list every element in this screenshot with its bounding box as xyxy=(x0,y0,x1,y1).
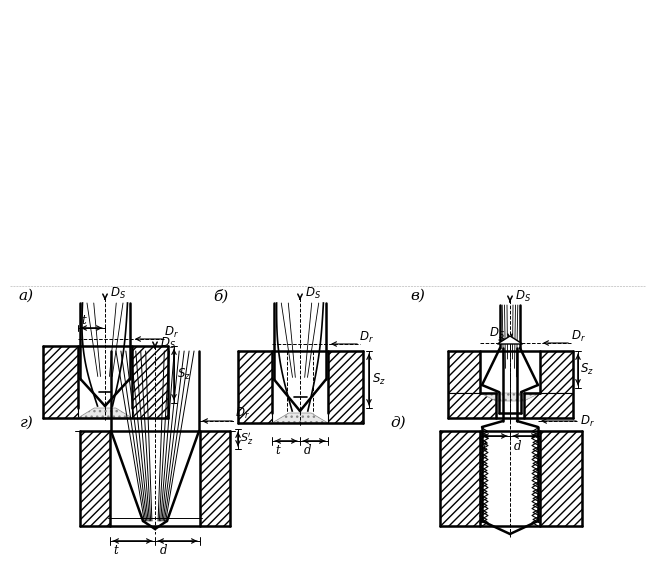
Text: $S_z$: $S_z$ xyxy=(580,362,594,377)
Text: г): г) xyxy=(20,416,34,430)
Polygon shape xyxy=(238,351,272,423)
Text: t: t xyxy=(81,314,86,327)
Polygon shape xyxy=(540,431,582,526)
Text: $D_S$: $D_S$ xyxy=(515,288,531,304)
Text: $S_z$: $S_z$ xyxy=(177,367,191,382)
Text: $D_S$: $D_S$ xyxy=(305,286,321,301)
Text: $D_S$: $D_S$ xyxy=(160,335,176,351)
Text: д): д) xyxy=(390,416,405,430)
Text: $D_S$: $D_S$ xyxy=(489,325,505,341)
Text: $D_r$: $D_r$ xyxy=(580,413,595,429)
Polygon shape xyxy=(78,408,132,418)
Text: d: d xyxy=(160,545,168,558)
Polygon shape xyxy=(497,336,522,344)
Text: $D_r$: $D_r$ xyxy=(164,324,179,339)
Polygon shape xyxy=(448,351,480,393)
Polygon shape xyxy=(540,351,573,393)
Polygon shape xyxy=(80,431,110,526)
Polygon shape xyxy=(272,413,328,423)
Polygon shape xyxy=(480,393,540,401)
Text: t: t xyxy=(482,439,487,453)
Text: d: d xyxy=(514,439,522,453)
Polygon shape xyxy=(448,393,496,418)
Polygon shape xyxy=(200,431,230,526)
Text: б): б) xyxy=(213,289,228,303)
Text: $S_z'$: $S_z'$ xyxy=(240,431,253,447)
Text: $D_r$: $D_r$ xyxy=(571,328,586,343)
Polygon shape xyxy=(328,351,363,423)
Text: $D_r$: $D_r$ xyxy=(235,406,250,421)
Text: t: t xyxy=(275,444,280,458)
Text: $D_r$: $D_r$ xyxy=(359,329,374,344)
Polygon shape xyxy=(524,393,573,418)
Text: $S_z$: $S_z$ xyxy=(372,372,386,387)
Polygon shape xyxy=(132,346,168,418)
Text: t: t xyxy=(113,545,118,558)
Text: $D_S$: $D_S$ xyxy=(110,286,126,301)
Polygon shape xyxy=(43,346,78,418)
Polygon shape xyxy=(440,431,480,526)
Text: d: d xyxy=(304,444,311,458)
Text: а): а) xyxy=(18,289,33,303)
Text: в): в) xyxy=(410,289,425,303)
